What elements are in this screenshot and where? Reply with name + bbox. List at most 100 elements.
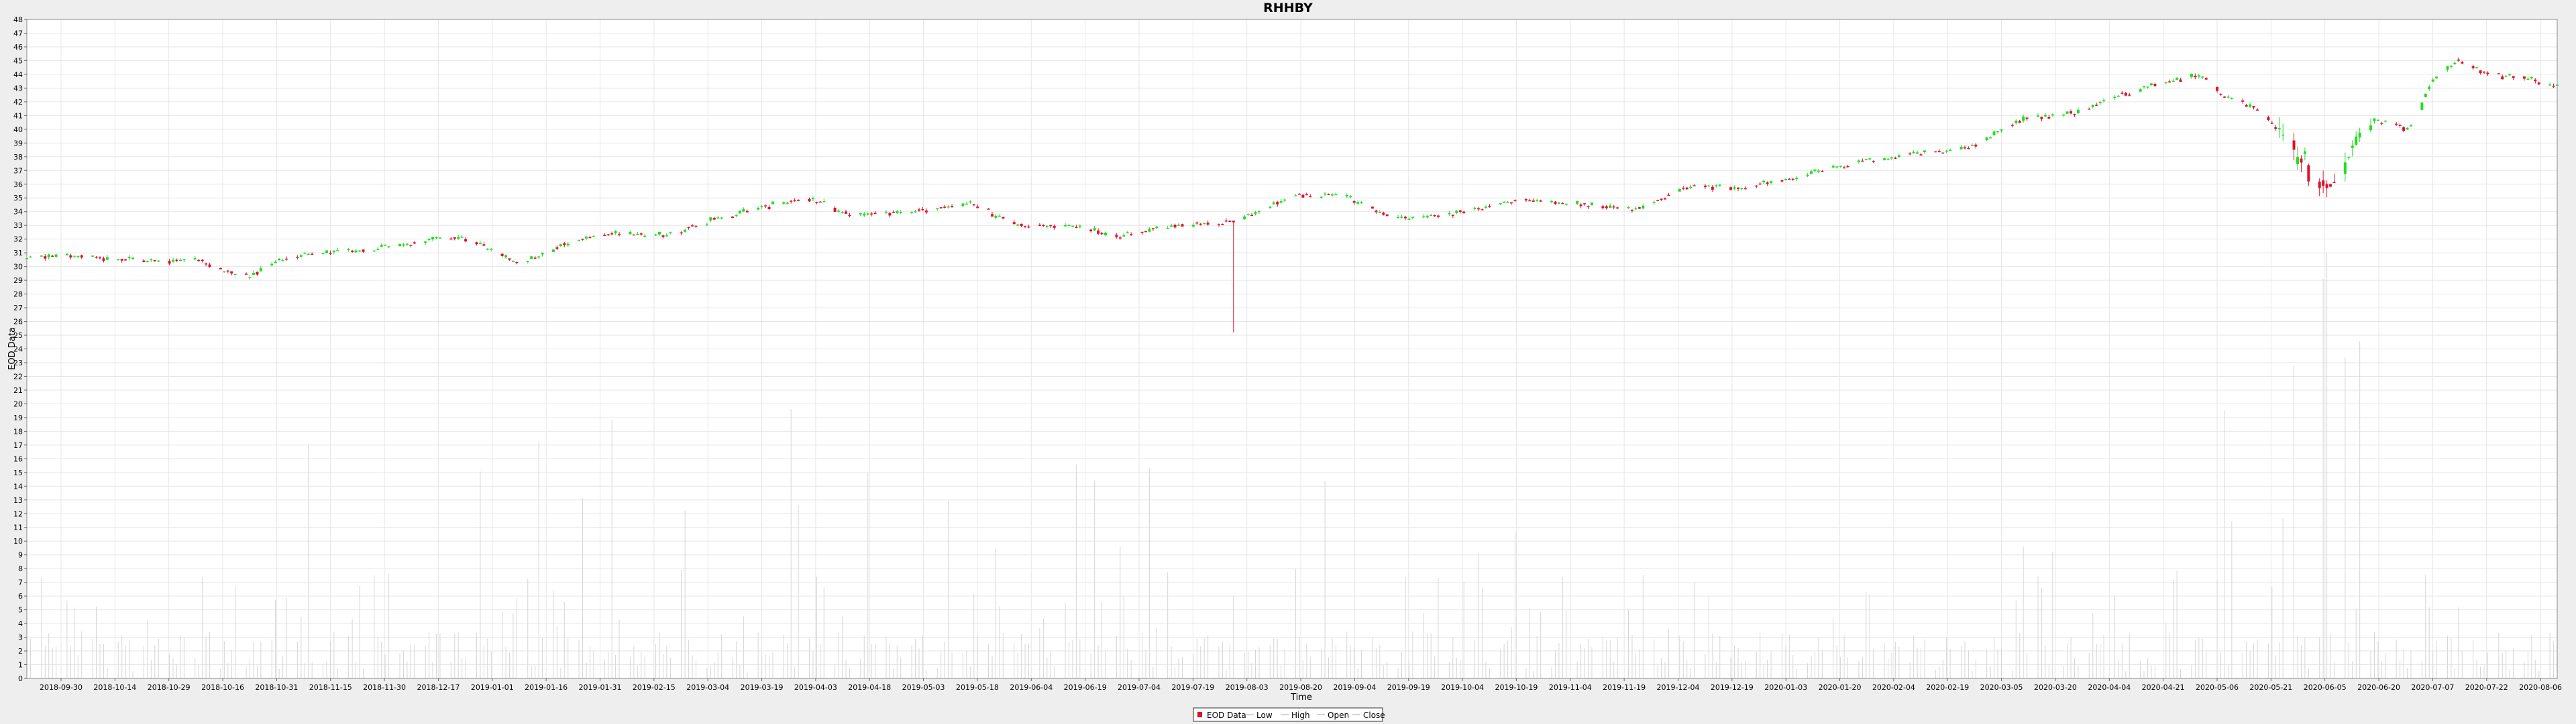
candle-body — [296, 257, 299, 258]
candle-body — [998, 215, 1001, 217]
candle-body — [91, 255, 95, 257]
y-tick-label: 26 — [13, 318, 23, 326]
candle-body — [1430, 215, 1433, 217]
candle-body — [606, 234, 610, 236]
candle-body — [1100, 233, 1104, 235]
candle-body — [54, 254, 58, 257]
x-tick-label: 2019-06-04 — [1010, 683, 1053, 692]
candle-body — [2091, 105, 2094, 107]
candle-body — [307, 253, 310, 255]
candle-body — [464, 239, 468, 242]
candle-body — [1411, 217, 1414, 218]
x-tick-label: 2019-02-15 — [633, 683, 676, 692]
candle-body — [1324, 193, 1327, 195]
candle-body — [226, 270, 229, 272]
candle-body — [1228, 221, 1232, 223]
candle-body — [153, 259, 156, 261]
x-tick-label: 2020-03-05 — [1980, 683, 2023, 692]
candle-body — [2249, 104, 2252, 107]
candle-body — [1097, 230, 1100, 234]
candle-body — [424, 241, 427, 243]
candle-body — [1513, 200, 1517, 201]
x-tick-label: 2020-08-06 — [2519, 683, 2562, 692]
candle-body — [1912, 152, 1915, 154]
candle-body — [2194, 75, 2197, 78]
candle-body — [1232, 221, 1235, 223]
candle-body — [1839, 166, 1842, 167]
candle-body — [372, 250, 376, 252]
candle-body — [336, 250, 339, 251]
candle-body — [1221, 223, 1224, 225]
x-tick-label: 2020-01-03 — [1764, 683, 1807, 692]
candle-body — [1382, 213, 1385, 215]
x-tick-label: 2019-03-19 — [741, 683, 784, 692]
candle-body — [1053, 225, 1056, 228]
candle-body — [500, 253, 504, 256]
candle-body — [1024, 226, 1027, 227]
candle-body — [2201, 76, 2204, 78]
candle-body — [987, 208, 990, 210]
candle-body — [1257, 210, 1260, 213]
candle-body — [1693, 185, 1696, 186]
candle-body — [1766, 182, 1769, 184]
candle-body — [1682, 188, 1685, 189]
candle-body — [1246, 214, 1250, 215]
y-tick-label: 10 — [13, 537, 23, 546]
y-tick-label: 25 — [13, 331, 23, 340]
candle-body — [2482, 71, 2485, 73]
candle-body — [245, 274, 248, 275]
candle-body — [1960, 146, 1963, 149]
x-tick-label: 2019-01-01 — [471, 683, 514, 692]
candle-body — [1140, 232, 1144, 233]
candle-body — [1473, 207, 1477, 209]
candle-body — [841, 212, 844, 213]
x-tick-label: 2019-12-19 — [1711, 683, 1754, 692]
candle-body — [2282, 134, 2285, 136]
candle-body — [2347, 156, 2351, 158]
y-tick-label: 19 — [13, 414, 23, 422]
candle-body — [2471, 66, 2475, 68]
candle-body — [1868, 158, 1872, 160]
candle-body — [691, 225, 694, 227]
chart-title: RHHBY — [1263, 1, 1313, 15]
candle-body — [1407, 219, 1411, 220]
candle-body — [2376, 119, 2379, 121]
candle-body — [2164, 82, 2167, 84]
candle-body — [661, 235, 665, 237]
x-tick-label: 2019-05-18 — [956, 683, 999, 692]
x-tick-label: 2019-05-03 — [902, 683, 945, 692]
candle-body — [230, 271, 233, 274]
y-tick-label: 29 — [13, 276, 23, 285]
candle-body — [2065, 111, 2069, 114]
candle-body — [533, 257, 537, 259]
candle-body — [1937, 151, 1941, 152]
candle-body — [610, 233, 614, 235]
y-tick-label: 20 — [13, 400, 23, 408]
candle-body — [1934, 151, 1937, 153]
candle-body — [918, 209, 921, 211]
candle-body — [2530, 76, 2533, 78]
candle-body — [665, 235, 668, 237]
candle-body — [2176, 78, 2179, 80]
candle-body — [2325, 184, 2328, 188]
candle-body — [208, 264, 211, 267]
candle-body — [2245, 105, 2248, 107]
x-tick-label: 2020-02-19 — [1926, 683, 1969, 692]
candle-body — [1923, 150, 1926, 152]
y-tick-label: 39 — [13, 139, 23, 147]
candle-body — [1609, 205, 1612, 208]
candle-body — [1224, 220, 1228, 222]
candle-body — [150, 259, 153, 261]
candle-body — [1118, 237, 1122, 239]
candle-body — [2508, 74, 2512, 76]
candle-body — [1524, 199, 1527, 201]
x-tick-label: 2020-01-20 — [1819, 683, 1862, 692]
candle-body — [859, 213, 862, 215]
candle-body — [914, 211, 917, 213]
candle-body — [2143, 86, 2146, 88]
candle-body — [1170, 225, 1173, 227]
candle-body — [47, 254, 50, 257]
candle-body — [939, 207, 943, 208]
candle-body — [1049, 225, 1053, 227]
candle-body — [1564, 203, 1568, 205]
